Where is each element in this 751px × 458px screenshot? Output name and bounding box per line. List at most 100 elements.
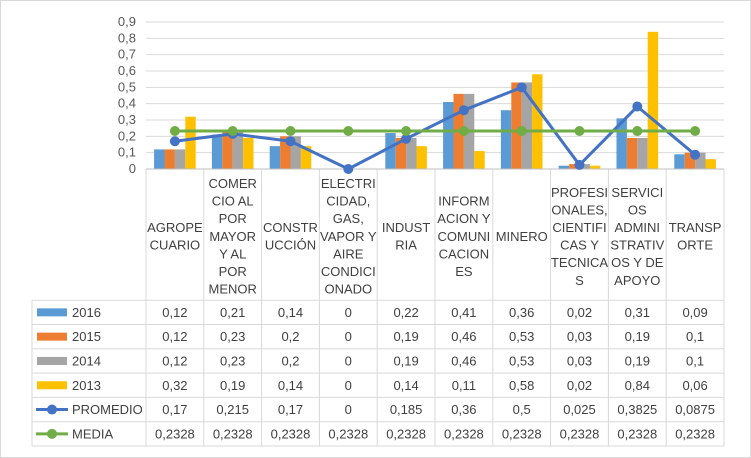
data-label: 0 — [345, 329, 352, 344]
category-label: TRANSP — [669, 220, 722, 235]
bar-2014 — [637, 137, 648, 169]
series-name: MEDIA — [72, 426, 114, 441]
legend-key-2015 — [37, 332, 67, 341]
point-MEDIA — [574, 125, 585, 136]
legend-marker-MEDIA — [47, 428, 57, 439]
category-label: CAS Y — [560, 238, 599, 253]
category-label: COMER — [209, 176, 257, 191]
category-label: TECNICA — [551, 255, 608, 270]
category-label: MINERO — [496, 229, 548, 244]
y-tick-label: 0 — [129, 161, 136, 176]
category-label: UCCIÓN — [265, 238, 316, 253]
bar-2013 — [532, 74, 543, 169]
category-label: GAS, — [333, 211, 364, 226]
legend-key-2014 — [37, 356, 67, 365]
point-MEDIA — [401, 125, 412, 136]
point-PROMEDIO — [690, 149, 701, 160]
category-label: ADMINI — [615, 220, 661, 235]
bar-2016 — [154, 149, 165, 169]
point-MEDIA — [227, 125, 238, 136]
data-label: 0,2328 — [386, 426, 426, 441]
y-tick-label: 0,1 — [118, 145, 136, 160]
y-tick-label: 0,3 — [118, 112, 136, 127]
category-label: PROFESI — [551, 185, 608, 200]
data-label: 0,21 — [220, 305, 245, 320]
data-label: 0,58 — [509, 378, 534, 393]
data-label: 0,02 — [567, 378, 592, 393]
bar-2015 — [626, 137, 638, 169]
data-label: 0,22 — [393, 305, 418, 320]
bar-2014 — [406, 137, 417, 169]
category-label: ES — [455, 264, 473, 279]
category-label: RIA — [395, 238, 417, 253]
category-label: VAPOR Y — [320, 229, 377, 244]
bar-2015 — [280, 136, 291, 169]
bar-2015 — [684, 152, 696, 169]
category-label: STRATIV — [610, 238, 664, 253]
category-label: Y AL — [219, 246, 246, 261]
bar-2014 — [290, 136, 301, 169]
data-label: 0,03 — [567, 353, 592, 368]
bar-2013 — [647, 31, 659, 169]
category-label: CONDICI — [321, 264, 376, 279]
data-label: 0,19 — [393, 353, 418, 368]
bar-2014 — [695, 152, 706, 169]
bar-2013 — [474, 151, 485, 169]
data-label: 0,32 — [162, 378, 187, 393]
category-label: ONADO — [324, 282, 372, 297]
point-MEDIA — [285, 125, 296, 136]
data-label: 0,2 — [281, 329, 299, 344]
data-label: 0,11 — [452, 378, 476, 393]
bar-2013 — [416, 146, 427, 169]
data-label: 0,2 — [281, 353, 299, 368]
data-label: 0,215 — [216, 402, 249, 417]
bar-2014 — [579, 164, 590, 169]
category-label: APOYO — [614, 273, 660, 288]
data-label: 0,1 — [686, 329, 704, 344]
data-label: 0,17 — [278, 402, 303, 417]
y-tick-label: 0,8 — [118, 30, 136, 45]
bar-2016 — [443, 102, 454, 169]
category-label: CIDAD, — [326, 194, 370, 209]
data-label: 0,46 — [451, 353, 476, 368]
line-PROMEDIO — [174, 85, 697, 171]
data-label: 0,53 — [509, 353, 534, 368]
point-MEDIA — [458, 125, 469, 136]
category-label: S — [575, 273, 584, 288]
data-label: 0,2328 — [213, 426, 253, 441]
point-PROMEDIO — [574, 159, 585, 170]
point-MEDIA — [516, 125, 527, 136]
data-label: 0,09 — [682, 305, 707, 320]
bar-2015 — [164, 149, 175, 169]
series-name: 2013 — [72, 378, 101, 393]
category-label: OS — [628, 202, 647, 217]
bar-2015 — [395, 137, 407, 169]
data-label: 0,19 — [393, 329, 418, 344]
category-label: INFORM — [438, 194, 489, 209]
point-PROMEDIO — [516, 82, 527, 93]
point-MEDIA — [343, 125, 354, 136]
data-label: 0,12 — [162, 329, 187, 344]
data-label: 0 — [345, 353, 352, 368]
data-label: 0,3825 — [617, 402, 657, 417]
category-label: POR — [219, 211, 247, 226]
point-PROMEDIO — [458, 105, 469, 116]
y-tick-label: 0,7 — [118, 47, 136, 62]
data-label: 0,1 — [686, 353, 704, 368]
category-label: AIRE — [333, 246, 364, 261]
bar-2014 — [174, 149, 186, 169]
bar-2013 — [243, 137, 254, 169]
series-name: 2014 — [72, 353, 101, 368]
data-label: 0,2328 — [155, 426, 195, 441]
data-label: 0,2328 — [444, 426, 484, 441]
category-label: POR — [219, 264, 247, 279]
data-label: 0,2328 — [617, 426, 657, 441]
bar-2015 — [511, 82, 522, 169]
data-label: 0,02 — [567, 305, 592, 320]
bar-2016 — [269, 146, 281, 169]
data-label: 0,19 — [625, 353, 650, 368]
data-label: 0,31 — [625, 305, 650, 320]
category-label: CIO AL — [212, 194, 254, 209]
data-label: 0 — [345, 402, 352, 417]
